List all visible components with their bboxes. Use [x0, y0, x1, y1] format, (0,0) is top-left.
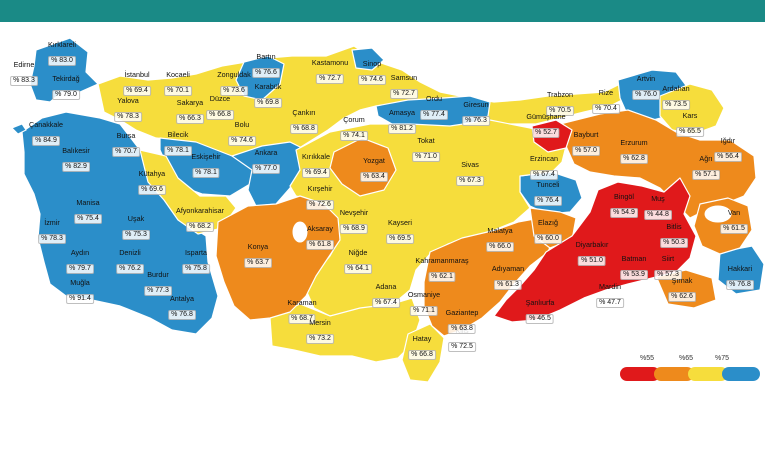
- legend-swatch-orange: [654, 367, 694, 381]
- region-sirnak: [655, 269, 717, 309]
- lake-tuz: [292, 221, 308, 243]
- region-thrace: [29, 37, 99, 103]
- region-konya-aksaray: [215, 195, 341, 321]
- island-gokceada: [11, 123, 27, 135]
- region-sinop: [351, 47, 385, 71]
- lake-van: [704, 205, 732, 223]
- region-hakkari: [717, 245, 765, 295]
- legend-swatch-red: [620, 367, 660, 381]
- legend-tick-55: %55: [639, 355, 655, 362]
- legend-swatch-yellow: [688, 367, 728, 381]
- region-kars: [659, 83, 725, 135]
- legend-swatch-blue: [722, 367, 760, 381]
- legend-tick-75: %75: [714, 355, 730, 362]
- region-ankara: [231, 141, 307, 207]
- legend-tick-65: %65: [678, 355, 694, 362]
- legend: %55 %65 %75: [620, 355, 760, 387]
- header-bar: [0, 0, 765, 22]
- region-bartin-karabuk: [235, 55, 285, 101]
